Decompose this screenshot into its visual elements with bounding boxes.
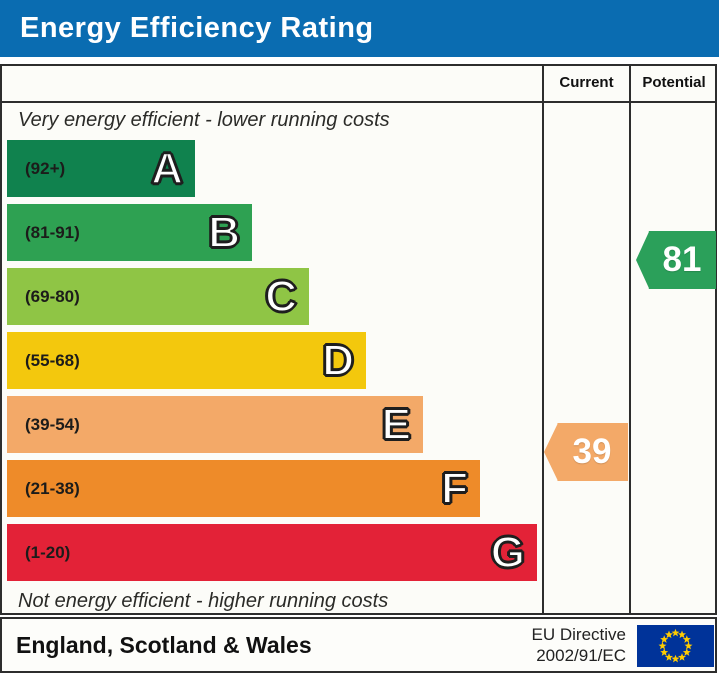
footer: England, Scotland & Wales EU Directive 2… — [0, 617, 717, 673]
band-bar-b: (81-91) B — [7, 204, 252, 261]
current-column-header: Current — [559, 74, 614, 91]
band-row-d: (55-68) D — [7, 332, 366, 389]
band-bar-g: (1-20) G — [7, 524, 537, 581]
band-row-g: (1-20) G — [7, 524, 537, 581]
page-title: Energy Efficiency Rating — [20, 12, 374, 44]
band-row-e: (39-54) E — [7, 396, 423, 453]
band-letter: B — [207, 207, 241, 258]
band-letter: G — [490, 527, 526, 578]
eu-directive-line2: 2002/91/EC — [536, 646, 626, 665]
eu-directive-line1: EU Directive — [531, 625, 626, 644]
band-range-label: (55-68) — [25, 350, 80, 370]
band-row-a: (92+) A — [7, 140, 195, 197]
band-letter: A — [150, 143, 184, 194]
band-range-label: (1-20) — [25, 542, 71, 562]
band-letter: D — [321, 335, 355, 386]
band-letter: F — [440, 463, 469, 514]
band-range-label: (92+) — [25, 158, 66, 178]
current-rating-value: 39 — [572, 432, 612, 471]
potential-rating-arrow: 81 — [636, 231, 716, 289]
band-range-label: (21-38) — [25, 478, 80, 498]
band-range-label: (81-91) — [25, 222, 80, 242]
current-column-divider — [542, 64, 544, 615]
band-letter: C — [264, 271, 298, 322]
band-range-label: (69-80) — [25, 286, 80, 306]
band-bar-a: (92+) A — [7, 140, 195, 197]
band-row-c: (69-80) C — [7, 268, 309, 325]
top-note: Very energy efficient - lower running co… — [18, 109, 390, 131]
region-label: England, Scotland & Wales — [16, 631, 312, 658]
potential-column-divider — [629, 64, 631, 615]
header-row-divider — [0, 101, 717, 103]
bottom-note: Not energy efficient - higher running co… — [18, 590, 389, 612]
eu-flag-icon — [637, 625, 714, 667]
band-bar-e: (39-54) E — [7, 396, 423, 453]
eu-directive-label: EU Directive 2002/91/EC — [532, 624, 626, 666]
title-bar: Energy Efficiency Rating — [0, 0, 719, 57]
band-range-label: (39-54) — [25, 414, 80, 434]
potential-rating-value: 81 — [662, 240, 702, 279]
potential-column-header: Potential — [642, 74, 706, 91]
band-row-b: (81-91) B — [7, 204, 252, 261]
current-rating-arrow: 39 — [544, 423, 628, 481]
band-row-f: (21-38) F — [7, 460, 480, 517]
band-bar-c: (69-80) C — [7, 268, 309, 325]
band-bar-f: (21-38) F — [7, 460, 480, 517]
band-bar-d: (55-68) D — [7, 332, 366, 389]
band-letter: E — [381, 399, 412, 450]
